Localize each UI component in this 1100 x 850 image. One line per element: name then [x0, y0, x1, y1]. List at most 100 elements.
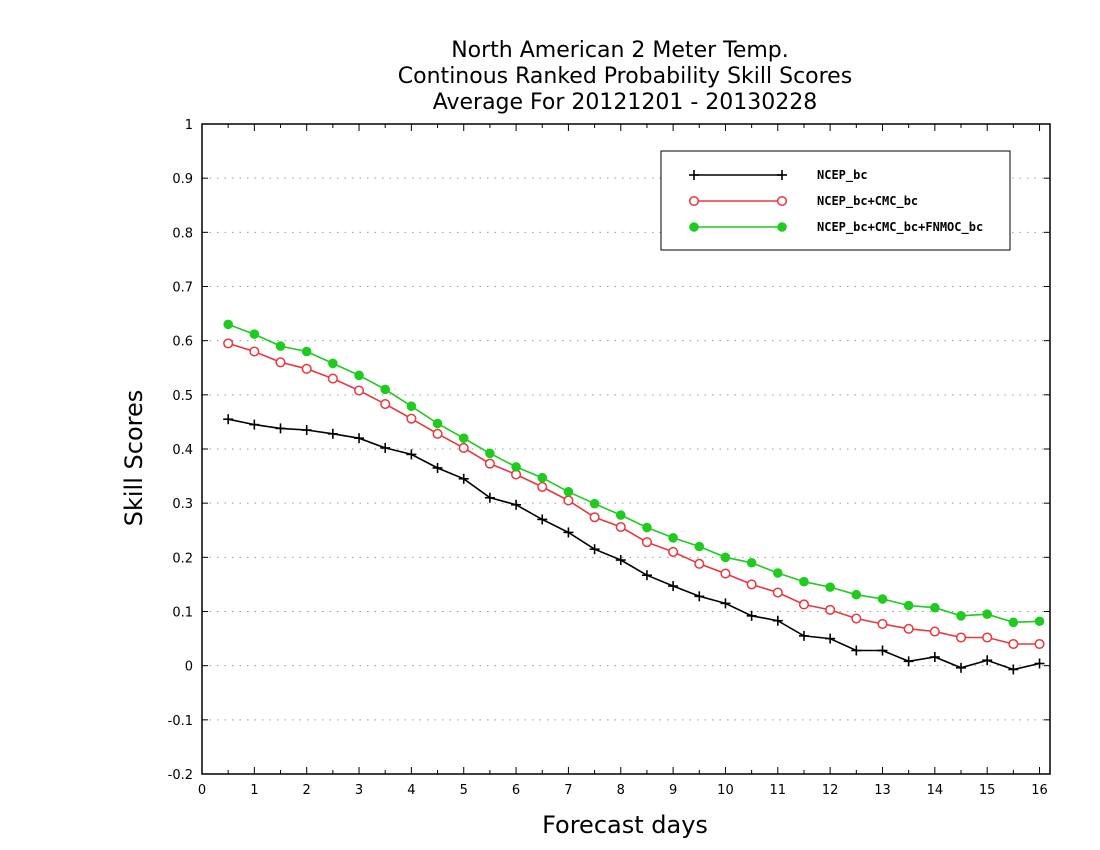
data-point — [956, 662, 967, 673]
data-point — [537, 514, 548, 525]
data-point — [982, 632, 993, 643]
data-point — [772, 587, 783, 598]
x-tick-label: 7 — [564, 783, 572, 798]
data-point — [1008, 638, 1019, 650]
series-lines — [227, 323, 1040, 671]
data-point — [328, 358, 338, 369]
x-tick-label: 1 — [250, 783, 258, 798]
plot-frame — [201, 123, 1051, 775]
data-point — [301, 425, 312, 436]
data-point — [484, 458, 495, 469]
x-tick-label: 5 — [460, 783, 468, 798]
data-point — [930, 602, 940, 613]
data-point — [1034, 638, 1045, 650]
legend-label-0: NCEP_bc — [817, 168, 868, 183]
data-point — [851, 645, 862, 656]
y-tick-label: 0.2 — [172, 551, 193, 566]
data-point — [511, 499, 522, 510]
data-point — [1034, 658, 1045, 669]
data-point — [406, 449, 417, 460]
x-tick-label: 3 — [355, 783, 363, 798]
gridlines — [202, 177, 1050, 721]
y-tick-label: 0.4 — [172, 443, 193, 458]
data-point — [406, 401, 417, 412]
data-point — [301, 363, 312, 374]
y-axis-title: Skill Scores — [120, 390, 148, 527]
y-tick-label: 0.3 — [172, 497, 193, 512]
data-point — [825, 604, 836, 615]
data-point — [485, 448, 495, 459]
data-point — [641, 537, 652, 548]
y-tick-label: 0.8 — [172, 226, 193, 241]
data-point — [458, 473, 469, 484]
data-point — [929, 626, 940, 637]
data-point — [825, 633, 836, 644]
series-line-0 — [228, 418, 1040, 671]
y-tick-label: 1 — [185, 118, 193, 133]
data-point — [746, 579, 757, 590]
x-tick-label: 0 — [198, 783, 206, 798]
data-point — [799, 576, 809, 587]
data-point — [275, 423, 286, 434]
data-point — [406, 413, 417, 424]
data-point — [877, 618, 888, 630]
y-tick-label: 0.9 — [172, 172, 193, 187]
data-point — [798, 630, 809, 641]
data-point — [223, 319, 233, 330]
y-tick-label: -0.1 — [168, 714, 193, 729]
data-point — [903, 600, 914, 611]
data-point — [903, 656, 914, 667]
data-point — [955, 632, 967, 643]
data-point — [982, 655, 993, 666]
data-point — [877, 645, 888, 656]
data-point — [301, 346, 312, 357]
data-point — [798, 599, 810, 610]
data-point — [772, 615, 783, 626]
y-tick-label: 0.7 — [172, 281, 193, 296]
legend-label-2: NCEP_bc+CMC_bc+FNMOC_bc — [817, 220, 983, 235]
series-markers — [223, 319, 1045, 675]
data-point — [432, 418, 443, 429]
legend-marker — [688, 195, 700, 207]
axis-ticks: -0.2-0.100.10.20.30.40.50.60.70.80.910 1 2… — [168, 118, 1050, 798]
x-tick-label: 13 — [874, 783, 891, 798]
x-tick-label: 4 — [407, 783, 415, 798]
legend-marker — [777, 170, 787, 180]
x-tick-label: 12 — [822, 783, 839, 798]
data-point — [851, 613, 862, 624]
chart-title-line-3: Average For 20121201 - 20130228 — [433, 90, 818, 115]
data-point — [694, 591, 705, 602]
data-point — [380, 384, 391, 395]
x-tick-label: 11 — [770, 783, 787, 798]
legend-marker — [689, 222, 699, 232]
data-point — [458, 433, 469, 443]
data-point — [956, 611, 966, 621]
data-point — [720, 552, 731, 563]
data-point — [1008, 617, 1019, 628]
data-point — [380, 398, 391, 410]
y-tick-label: -0.2 — [168, 768, 193, 783]
data-point — [668, 546, 679, 557]
data-point — [223, 338, 234, 349]
data-point — [615, 555, 626, 566]
x-tick-label: 8 — [617, 783, 625, 798]
legend-marker — [776, 195, 788, 207]
y-tick-label: 0.5 — [172, 389, 193, 404]
x-tick-label: 16 — [1031, 783, 1048, 798]
legend: NCEP_bc NCEP_bc+CMC_bc NCEP_bc+CMC_bc+FNMO… — [660, 150, 1011, 251]
x-tick-label: 2 — [303, 783, 311, 798]
legend-marker — [689, 170, 699, 180]
data-point — [327, 428, 338, 439]
data-point — [589, 544, 600, 555]
data-point — [615, 521, 626, 533]
data-point — [223, 414, 234, 425]
data-point — [641, 570, 652, 581]
data-point — [537, 472, 548, 483]
data-point — [929, 652, 940, 662]
chart-title-line-2: Continous Ranked Probability Skill Score… — [398, 64, 852, 89]
data-point — [354, 433, 365, 444]
x-tick-label: 14 — [927, 783, 944, 798]
series-line-2 — [227, 323, 1040, 624]
data-point — [851, 589, 862, 600]
